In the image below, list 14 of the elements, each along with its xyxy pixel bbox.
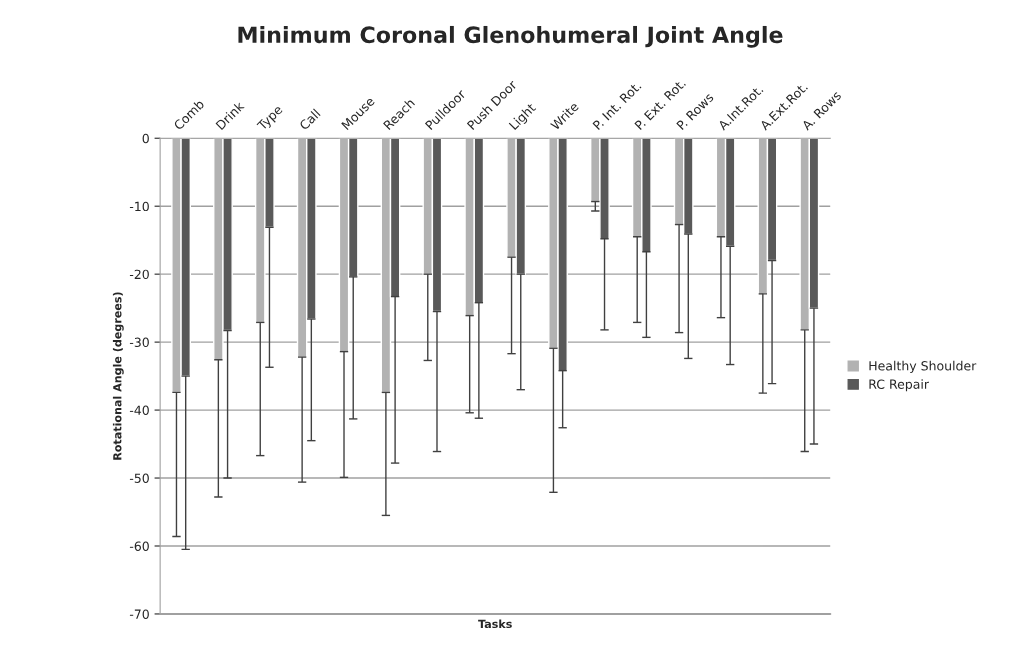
x-tick-label: Call — [298, 108, 321, 131]
legend-label: RC Repair — [869, 379, 930, 392]
chart-title: Minimum Coronal Glenohumeral Joint Angle — [238, 25, 783, 48]
y-tick-label: -50 — [129, 473, 149, 483]
y-tick-label: -70 — [129, 609, 149, 619]
y-tick-label: -30 — [129, 337, 149, 348]
y-tick-label: -40 — [129, 405, 149, 415]
y-tick-label: -10 — [129, 201, 149, 212]
y-axis-title: Rotational Angle (degrees) — [112, 292, 124, 460]
legend-label: Healthy Shoulder — [869, 360, 977, 373]
y-tick-label: 0 — [142, 133, 149, 144]
y-tick-label: -60 — [129, 541, 149, 551]
y-tick-label: -20 — [129, 269, 149, 280]
x-axis-title: Tasks — [478, 619, 512, 629]
